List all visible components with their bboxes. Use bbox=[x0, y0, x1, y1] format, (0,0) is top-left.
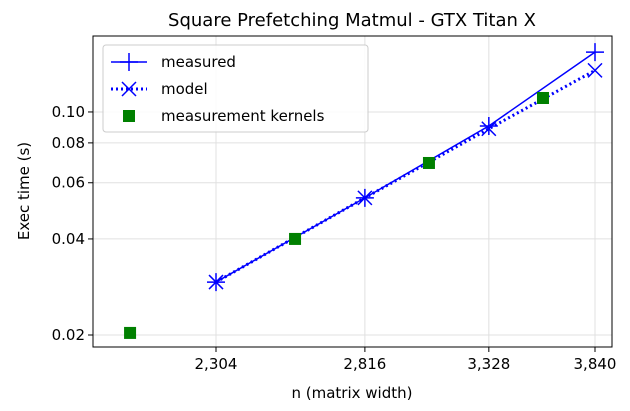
legend-label: model bbox=[161, 80, 208, 98]
marker-plus bbox=[586, 43, 605, 62]
legend-label: measurement kernels bbox=[161, 107, 325, 125]
marker bbox=[586, 43, 605, 62]
marker-x bbox=[208, 274, 224, 290]
marker bbox=[208, 274, 224, 290]
x-tick-label: 3,328 bbox=[467, 355, 510, 373]
y-tick-label: 0.10 bbox=[52, 103, 85, 121]
marker-x bbox=[481, 121, 497, 137]
legend-marker bbox=[121, 81, 137, 97]
marker bbox=[124, 326, 137, 339]
x-tick-label: 3,840 bbox=[574, 355, 617, 373]
marker bbox=[481, 121, 497, 137]
y-axis-label: Exec time (s) bbox=[15, 142, 33, 240]
plot-frame bbox=[92, 35, 613, 348]
marker-x bbox=[587, 62, 603, 78]
marker bbox=[289, 232, 302, 245]
marker bbox=[587, 62, 603, 78]
y-tick-label: 0.04 bbox=[52, 230, 85, 248]
x-axis-label: n (matrix width) bbox=[292, 384, 413, 402]
legend-marker bbox=[120, 53, 138, 71]
marker bbox=[357, 190, 373, 206]
marker-square bbox=[422, 156, 435, 169]
y-tick-label: 0.02 bbox=[52, 326, 85, 344]
legend-marker bbox=[123, 110, 135, 122]
marker-x bbox=[357, 190, 373, 206]
legend-box bbox=[102, 44, 369, 133]
marker-plus bbox=[479, 116, 498, 135]
marker-square bbox=[289, 232, 302, 245]
chart-title: Square Prefetching Matmul - GTX Titan X bbox=[168, 10, 536, 31]
x-tick-label: 2,816 bbox=[343, 355, 386, 373]
marker-plus bbox=[120, 53, 138, 71]
marker-square bbox=[124, 326, 137, 339]
marker bbox=[479, 116, 498, 135]
marker-square bbox=[536, 91, 549, 104]
x-tick-label: 2,304 bbox=[195, 355, 238, 373]
marker-square bbox=[123, 110, 135, 122]
y-tick-label: 0.06 bbox=[52, 174, 85, 192]
y-tick-label: 0.08 bbox=[52, 134, 85, 152]
legend-label: measured bbox=[161, 53, 236, 71]
marker bbox=[422, 156, 435, 169]
marker-x bbox=[121, 81, 137, 97]
marker bbox=[536, 91, 549, 104]
